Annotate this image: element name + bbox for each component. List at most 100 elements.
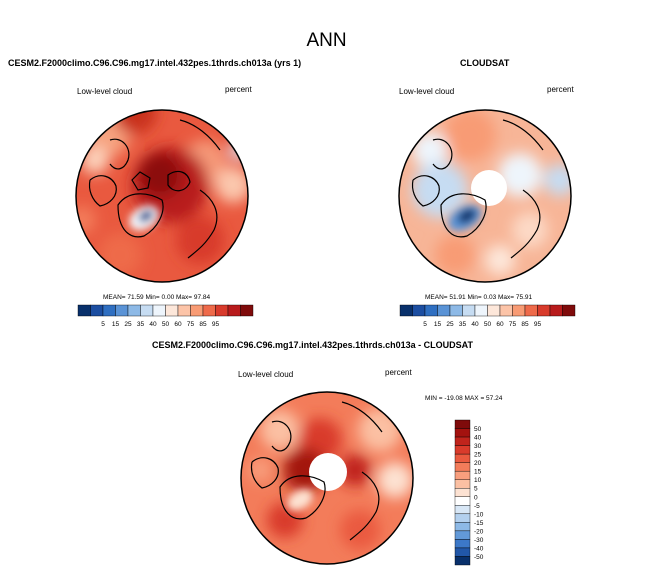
panel-obs-units-label: percent xyxy=(547,85,574,94)
colorbar-diff-tick-label: -50 xyxy=(474,554,484,561)
panel-diff-units-label: percent xyxy=(385,368,412,377)
colorbar-model-tick-label: 75 xyxy=(187,321,195,328)
colorbar-diff-tick-label: 15 xyxy=(474,469,482,476)
map-obs-missing-cap xyxy=(471,170,507,206)
panel-obs-variable-label: Low-level cloud xyxy=(399,87,455,96)
colorbar-model-swatch xyxy=(227,304,241,317)
colorbar-diff-swatch xyxy=(454,496,471,506)
map-diff-frame xyxy=(240,391,414,565)
map-model xyxy=(75,109,249,283)
panel-obs-stats: MEAN= 51.91 Min= 0.03 Max= 75.91 xyxy=(425,294,533,301)
colorbar-model: 5 15 25 35 40 50 60 75 85 95 xyxy=(77,304,254,328)
colorbar-model-swatch xyxy=(140,304,154,317)
colorbar-diff-swatch xyxy=(454,505,471,515)
colorbar-obs-swatch xyxy=(499,304,513,317)
colorbar-diff-tick-label: -20 xyxy=(474,528,484,535)
colorbar-model-tick-label: 40 xyxy=(149,321,157,328)
colorbar-obs-swatch xyxy=(524,304,538,317)
colorbar-diff-swatch xyxy=(454,556,471,566)
colorbar-model-tick-label: 25 xyxy=(124,321,132,328)
panel-model-title: CESM2.F2000climo.C96.C96.mg17.intel.432p… xyxy=(8,58,302,68)
colorbar-diff-swatch xyxy=(454,547,471,557)
panel-model-stats: MEAN= 71.59 Min= 0.00 Max= 97.84 xyxy=(103,294,211,301)
colorbar-diff-tick-label: 10 xyxy=(474,477,482,484)
colorbar-diff-swatch xyxy=(454,453,471,463)
colorbar-obs-tick-label: 40 xyxy=(471,321,479,328)
colorbar-obs-swatch xyxy=(449,304,463,317)
colorbar-obs-tick-label: 15 xyxy=(434,321,442,328)
colorbar-diff-swatch xyxy=(454,479,471,489)
colorbar-diff-swatch xyxy=(454,530,471,540)
colorbar-obs-tick-label: 85 xyxy=(521,321,529,328)
colorbar-obs-tick-label: 75 xyxy=(509,321,517,328)
map-obs xyxy=(398,109,572,283)
colorbar-obs-swatch xyxy=(412,304,426,317)
colorbar-obs-swatch xyxy=(487,304,501,317)
colorbar-diff-tick-label: -40 xyxy=(474,545,484,552)
colorbar-model-tick-label: 50 xyxy=(162,321,170,328)
map-obs-frame xyxy=(398,109,572,283)
colorbar-diff-swatch xyxy=(454,488,471,497)
panel-obs-title: CLOUDSAT xyxy=(460,58,510,68)
colorbar-obs-swatch xyxy=(537,304,551,317)
colorbar-diff-tick-label: 50 xyxy=(474,426,482,433)
colorbar-diff-swatch xyxy=(454,522,471,532)
colorbar-diff-swatch xyxy=(454,419,471,429)
colorbar-model-swatch xyxy=(102,304,116,317)
map-model-frame xyxy=(75,109,249,283)
colorbar-obs-swatch xyxy=(549,304,563,317)
colorbar-model-swatch xyxy=(202,304,216,317)
colorbar-model-swatch xyxy=(215,304,229,317)
colorbar-model-tick-label: 85 xyxy=(199,321,207,328)
colorbar-model-tick-label: 60 xyxy=(174,321,182,328)
map-diff-missing-cap xyxy=(309,453,347,491)
colorbar-diff-swatch xyxy=(454,445,471,455)
colorbar-diff-tick-label: 20 xyxy=(474,460,482,467)
colorbar-model-tick-label: 95 xyxy=(212,321,220,328)
colorbar-diff-swatch xyxy=(454,462,471,472)
colorbar-model-swatch xyxy=(77,304,91,317)
colorbar-obs-tick-label: 25 xyxy=(446,321,454,328)
colorbar-diff-tick-label: 40 xyxy=(474,435,482,442)
colorbar-diff-tick-label: -15 xyxy=(474,520,484,527)
colorbar-diff-tick-label: 30 xyxy=(474,443,482,450)
colorbar-obs-swatch xyxy=(474,304,488,317)
colorbar-diff-swatch xyxy=(454,539,471,549)
colorbar-obs-swatch xyxy=(424,304,438,317)
colorbar-diff-swatch xyxy=(454,436,471,446)
colorbar-diff-swatch xyxy=(454,428,471,438)
colorbar-model-tick-label: 35 xyxy=(137,321,145,328)
colorbar-model-swatch xyxy=(127,304,141,317)
colorbar-obs-swatch xyxy=(562,304,576,317)
colorbar-diff-tick-label: 5 xyxy=(474,486,478,493)
colorbar-obs-tick-label: 95 xyxy=(534,321,542,328)
colorbar-diff-tick-label: 25 xyxy=(474,452,482,459)
panel-model-units-label: percent xyxy=(225,85,252,94)
colorbar-model-tick-label: 15 xyxy=(112,321,120,328)
colorbar-diff-swatch xyxy=(454,470,471,480)
colorbar-obs-swatch xyxy=(437,304,451,317)
colorbar-diff-tick-label: -10 xyxy=(474,511,484,518)
colorbar-obs-tick-label: 50 xyxy=(484,321,492,328)
colorbar-model-swatch xyxy=(177,304,191,317)
colorbar-obs: 5 15 25 35 40 50 60 75 85 95 xyxy=(399,304,576,328)
colorbar-obs-tick-label: 5 xyxy=(423,321,427,328)
colorbar-obs-swatch xyxy=(399,304,413,317)
colorbar-obs-swatch xyxy=(512,304,526,317)
colorbar-obs-tick-label: 60 xyxy=(496,321,504,328)
panel-diff-variable-label: Low-level cloud xyxy=(238,370,294,379)
colorbar-obs-swatch xyxy=(462,304,476,317)
colorbar-model-swatch xyxy=(152,304,166,317)
panel-diff-stats: MIN = -19.08 MAX = 57.24 xyxy=(425,395,503,402)
colorbar-diff-tick-label: -5 xyxy=(474,503,480,510)
panel-model-variable-label: Low-level cloud xyxy=(77,87,133,96)
colorbar-diff-tick-label: -30 xyxy=(474,537,484,544)
colorbar-obs-tick-label: 35 xyxy=(459,321,467,328)
map-diff xyxy=(240,391,414,565)
colorbar-diff-swatch xyxy=(454,513,471,523)
figure-title: ANN xyxy=(306,30,347,51)
colorbar-model-swatch xyxy=(240,304,254,317)
colorbar-model-swatch xyxy=(90,304,104,317)
